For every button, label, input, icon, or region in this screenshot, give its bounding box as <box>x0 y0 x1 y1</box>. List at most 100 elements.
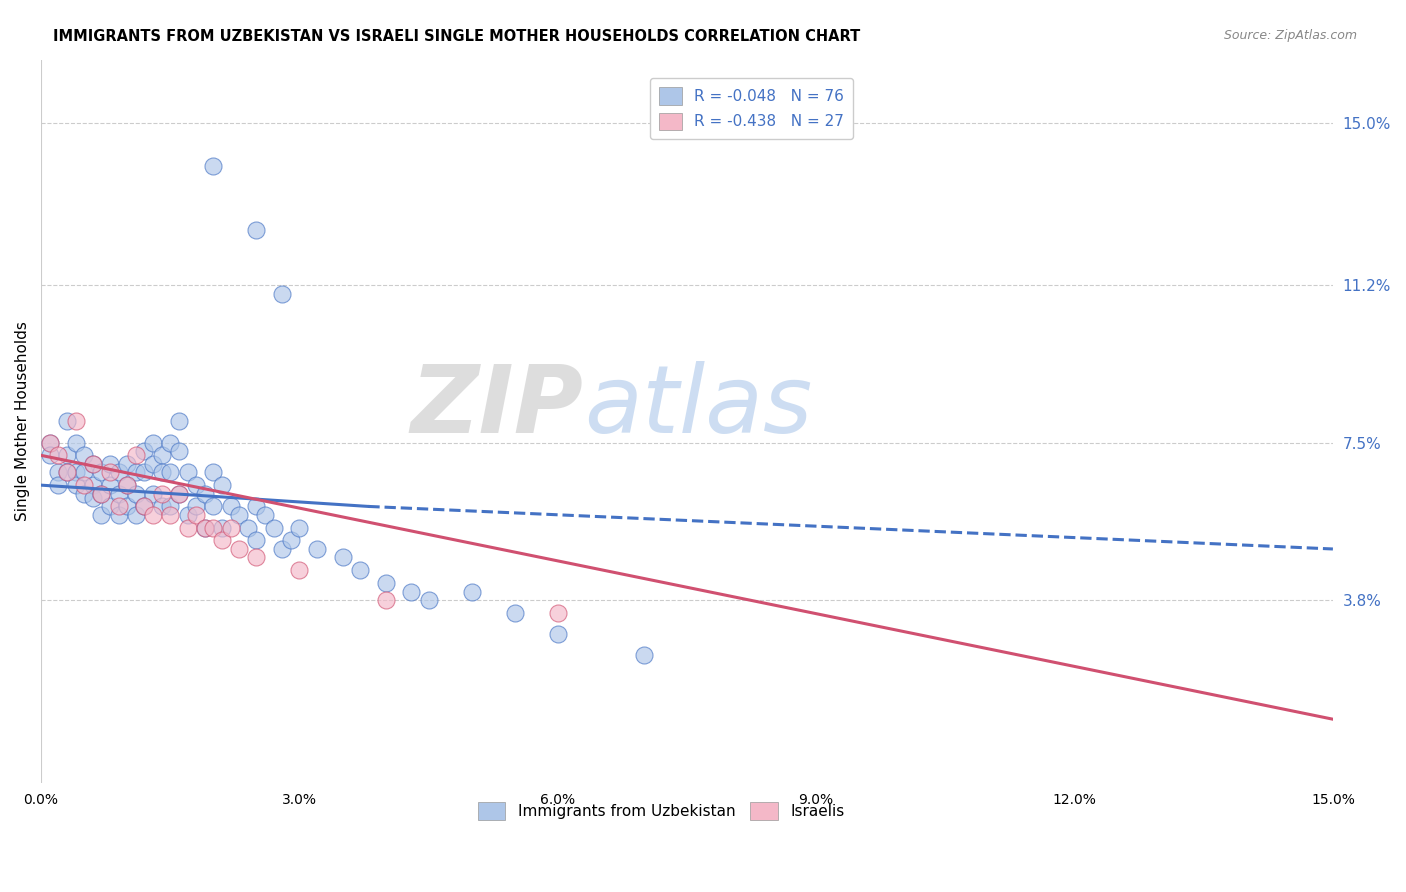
Point <box>211 533 233 548</box>
Point <box>159 500 181 514</box>
Point <box>202 466 225 480</box>
Point <box>98 500 121 514</box>
Point <box>228 508 250 522</box>
Point <box>271 286 294 301</box>
Point <box>176 521 198 535</box>
Point <box>90 486 112 500</box>
Point <box>633 648 655 663</box>
Point <box>280 533 302 548</box>
Point <box>159 508 181 522</box>
Point <box>219 500 242 514</box>
Point <box>305 541 328 556</box>
Point <box>547 627 569 641</box>
Point <box>184 478 207 492</box>
Point <box>245 223 267 237</box>
Point <box>98 466 121 480</box>
Point <box>211 478 233 492</box>
Point <box>194 486 217 500</box>
Point <box>167 486 190 500</box>
Point <box>460 584 482 599</box>
Point <box>374 593 396 607</box>
Point <box>82 457 104 471</box>
Point <box>176 508 198 522</box>
Point <box>159 466 181 480</box>
Point <box>150 466 173 480</box>
Point <box>98 478 121 492</box>
Point <box>46 448 69 462</box>
Point <box>125 448 148 462</box>
Point <box>245 550 267 565</box>
Point <box>228 541 250 556</box>
Point <box>202 521 225 535</box>
Point <box>56 466 79 480</box>
Point <box>73 486 96 500</box>
Legend: Immigrants from Uzbekistan, Israelis: Immigrants from Uzbekistan, Israelis <box>472 797 851 826</box>
Point <box>56 448 79 462</box>
Point <box>288 563 311 577</box>
Point <box>115 500 138 514</box>
Point <box>236 521 259 535</box>
Point <box>125 486 148 500</box>
Text: ZIP: ZIP <box>411 361 583 453</box>
Point <box>547 606 569 620</box>
Point <box>142 486 165 500</box>
Point <box>46 466 69 480</box>
Point <box>150 486 173 500</box>
Point <box>65 435 87 450</box>
Point <box>90 466 112 480</box>
Point <box>288 521 311 535</box>
Point <box>107 508 129 522</box>
Point <box>142 508 165 522</box>
Point <box>184 508 207 522</box>
Point <box>271 541 294 556</box>
Point <box>167 486 190 500</box>
Point <box>125 466 148 480</box>
Point <box>219 521 242 535</box>
Point <box>56 466 79 480</box>
Point <box>115 478 138 492</box>
Point <box>98 457 121 471</box>
Point <box>263 521 285 535</box>
Point <box>194 521 217 535</box>
Point <box>167 444 190 458</box>
Point <box>115 478 138 492</box>
Point <box>115 457 138 471</box>
Point <box>194 521 217 535</box>
Point <box>107 466 129 480</box>
Point <box>82 457 104 471</box>
Point <box>401 584 423 599</box>
Point <box>90 486 112 500</box>
Point <box>418 593 440 607</box>
Point <box>211 521 233 535</box>
Point <box>150 448 173 462</box>
Point <box>167 414 190 428</box>
Point <box>332 550 354 565</box>
Text: Source: ZipAtlas.com: Source: ZipAtlas.com <box>1223 29 1357 42</box>
Point <box>134 500 156 514</box>
Point <box>82 478 104 492</box>
Y-axis label: Single Mother Households: Single Mother Households <box>15 321 30 521</box>
Point <box>65 466 87 480</box>
Point <box>202 500 225 514</box>
Point <box>202 159 225 173</box>
Point <box>374 576 396 591</box>
Point <box>90 508 112 522</box>
Text: IMMIGRANTS FROM UZBEKISTAN VS ISRAELI SINGLE MOTHER HOUSEHOLDS CORRELATION CHART: IMMIGRANTS FROM UZBEKISTAN VS ISRAELI SI… <box>53 29 860 44</box>
Point <box>159 435 181 450</box>
Point <box>503 606 526 620</box>
Point <box>46 478 69 492</box>
Point <box>73 466 96 480</box>
Point <box>65 414 87 428</box>
Point <box>134 466 156 480</box>
Point <box>349 563 371 577</box>
Point <box>245 533 267 548</box>
Point <box>253 508 276 522</box>
Point <box>176 466 198 480</box>
Point <box>134 444 156 458</box>
Point <box>65 478 87 492</box>
Point <box>82 491 104 505</box>
Point <box>134 500 156 514</box>
Point <box>38 435 60 450</box>
Point <box>38 448 60 462</box>
Point <box>142 457 165 471</box>
